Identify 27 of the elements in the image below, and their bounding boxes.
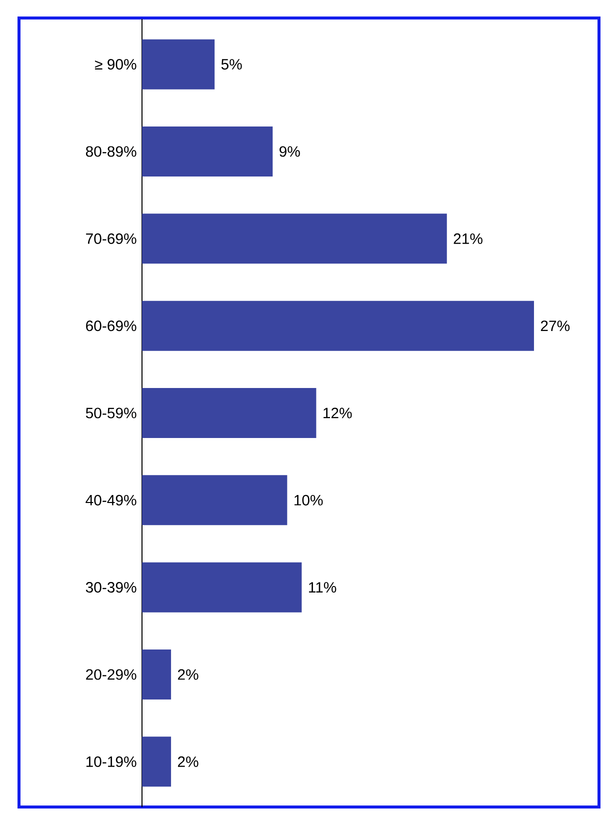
data-label: 27% bbox=[540, 320, 570, 332]
bar bbox=[142, 736, 172, 787]
bar bbox=[142, 562, 302, 612]
data-label: 9% bbox=[280, 146, 300, 157]
bar bbox=[142, 39, 215, 90]
y-tick-label: ≥ 90% bbox=[95, 59, 136, 70]
y-tick-label: 20-29% bbox=[86, 669, 136, 680]
bar bbox=[142, 475, 288, 526]
y-tick-label: 40-49% bbox=[86, 494, 136, 506]
bar bbox=[142, 300, 534, 351]
data-label: 10% bbox=[294, 494, 323, 506]
y-tick-label: 10-19% bbox=[86, 756, 136, 767]
data-label: 21% bbox=[454, 233, 482, 244]
y-tick-label: 60-69% bbox=[86, 320, 136, 332]
bar bbox=[142, 214, 447, 264]
bar bbox=[142, 388, 316, 438]
y-tick-label: 70-69% bbox=[86, 233, 136, 244]
data-label: 12% bbox=[324, 408, 352, 418]
y-tick-label: 80-89% bbox=[86, 146, 136, 157]
data-label: 2% bbox=[178, 669, 198, 680]
bar bbox=[142, 650, 172, 700]
bar bbox=[142, 126, 273, 176]
y-tick-label: 50-59% bbox=[86, 408, 136, 418]
data-label: 2% bbox=[178, 756, 198, 767]
data-label: 5% bbox=[221, 59, 242, 70]
y-tick-label: 30-39% bbox=[86, 582, 136, 593]
data-label: 11% bbox=[309, 582, 336, 593]
